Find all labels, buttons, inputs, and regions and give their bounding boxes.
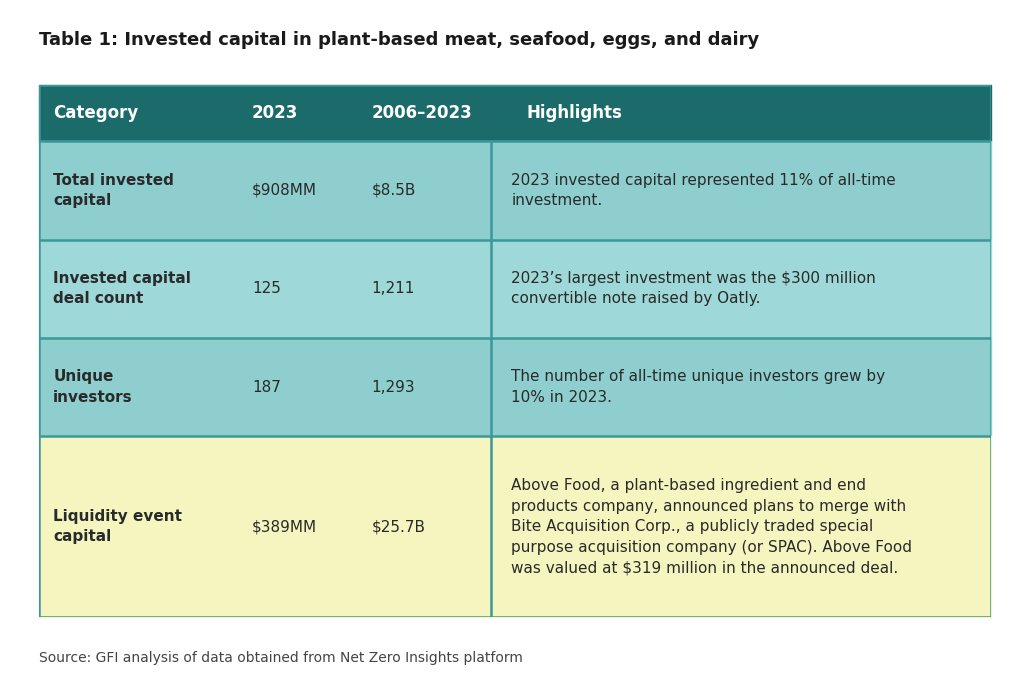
- Text: Category: Category: [53, 104, 138, 122]
- Text: 2023 invested capital represented 11% of all-time
investment.: 2023 invested capital represented 11% of…: [511, 173, 896, 208]
- Text: Above Food, a plant-based ingredient and end
products company, announced plans t: Above Food, a plant-based ingredient and…: [511, 479, 912, 575]
- Text: 2006–2023: 2006–2023: [372, 104, 472, 122]
- Text: 125: 125: [252, 281, 281, 296]
- Text: $8.5B: $8.5B: [372, 183, 416, 198]
- Text: Invested capital
deal count: Invested capital deal count: [53, 271, 191, 306]
- Text: Source: GFI analysis of data obtained from Net Zero Insights platform: Source: GFI analysis of data obtained fr…: [39, 651, 523, 665]
- Text: 1,293: 1,293: [372, 380, 416, 395]
- Text: $25.7B: $25.7B: [372, 519, 426, 534]
- Text: $908MM: $908MM: [252, 183, 317, 198]
- Text: 2023’s largest investment was the $300 million
convertible note raised by Oatly.: 2023’s largest investment was the $300 m…: [511, 271, 876, 306]
- Text: Liquidity event
capital: Liquidity event capital: [53, 509, 182, 544]
- Text: Total invested
capital: Total invested capital: [53, 173, 174, 208]
- Text: 1,211: 1,211: [372, 281, 415, 296]
- Text: Table 1: Invested capital in plant-based meat, seafood, eggs, and dairy: Table 1: Invested capital in plant-based…: [39, 31, 759, 48]
- Text: Unique
investors: Unique investors: [53, 370, 133, 405]
- Text: Highlights: Highlights: [526, 104, 623, 122]
- Text: 2023: 2023: [252, 104, 298, 122]
- Text: $389MM: $389MM: [252, 519, 317, 534]
- Text: The number of all-time unique investors grew by
10% in 2023.: The number of all-time unique investors …: [511, 370, 886, 405]
- Text: 187: 187: [252, 380, 281, 395]
